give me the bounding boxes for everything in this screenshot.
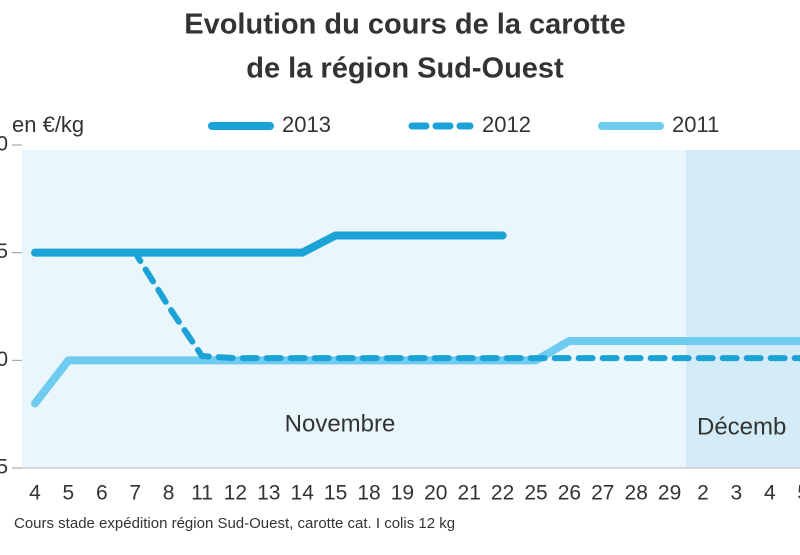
x-tick-label: 4 xyxy=(29,482,41,505)
footnote: Cours stade expédition région Sud-Ouest,… xyxy=(14,515,455,532)
x-tick-label: 13 xyxy=(257,482,280,505)
x-tick-label: 5 xyxy=(63,482,75,505)
month-label: Décemb xyxy=(697,413,786,440)
series-line xyxy=(32,249,800,362)
x-tick-label: 27 xyxy=(591,482,614,505)
x-tick-label: 2 xyxy=(697,482,709,505)
x-tick-label: 21 xyxy=(458,482,481,505)
y-tick-label: 5 xyxy=(0,456,8,479)
x-tick-label: 12 xyxy=(224,482,247,505)
x-tick-label: 4 xyxy=(764,482,776,505)
legend-label: 2011 xyxy=(672,112,719,137)
y-tick-label: 0 xyxy=(0,348,8,371)
x-tick-label: 20 xyxy=(424,482,447,505)
x-tick-label: 14 xyxy=(291,482,315,505)
chart-subtitle: de la région Sud-Ouest xyxy=(246,53,564,85)
x-tick-label: 18 xyxy=(357,482,380,505)
x-tick-label: 29 xyxy=(658,482,681,505)
x-tick-label: 8 xyxy=(163,482,175,505)
legend-label: 2013 xyxy=(282,112,331,137)
legend-label: 2012 xyxy=(482,112,531,137)
y-tick-label: 0 xyxy=(0,133,8,156)
x-tick-label: 5 xyxy=(797,482,800,505)
chart-title: Evolution du cours de la carotte xyxy=(184,9,626,41)
x-tick-label: 28 xyxy=(625,482,648,505)
x-tick-label: 11 xyxy=(191,482,213,505)
x-tick-label: 3 xyxy=(731,482,743,505)
x-tick-label: 26 xyxy=(558,482,581,505)
y-tick-label: 5 xyxy=(0,240,8,263)
x-tick-label: 7 xyxy=(129,482,141,505)
december-band xyxy=(686,150,800,468)
y-axis-label: en €/kg xyxy=(12,112,84,137)
x-tick-label: 22 xyxy=(491,482,514,505)
x-tick-label: 19 xyxy=(391,482,414,505)
month-label: Novembre xyxy=(285,410,396,437)
plot-area xyxy=(22,150,800,468)
x-tick-label: 15 xyxy=(324,482,347,505)
x-tick-label: 6 xyxy=(96,482,108,505)
series-line xyxy=(31,231,507,257)
x-tick-label: 25 xyxy=(524,482,547,505)
